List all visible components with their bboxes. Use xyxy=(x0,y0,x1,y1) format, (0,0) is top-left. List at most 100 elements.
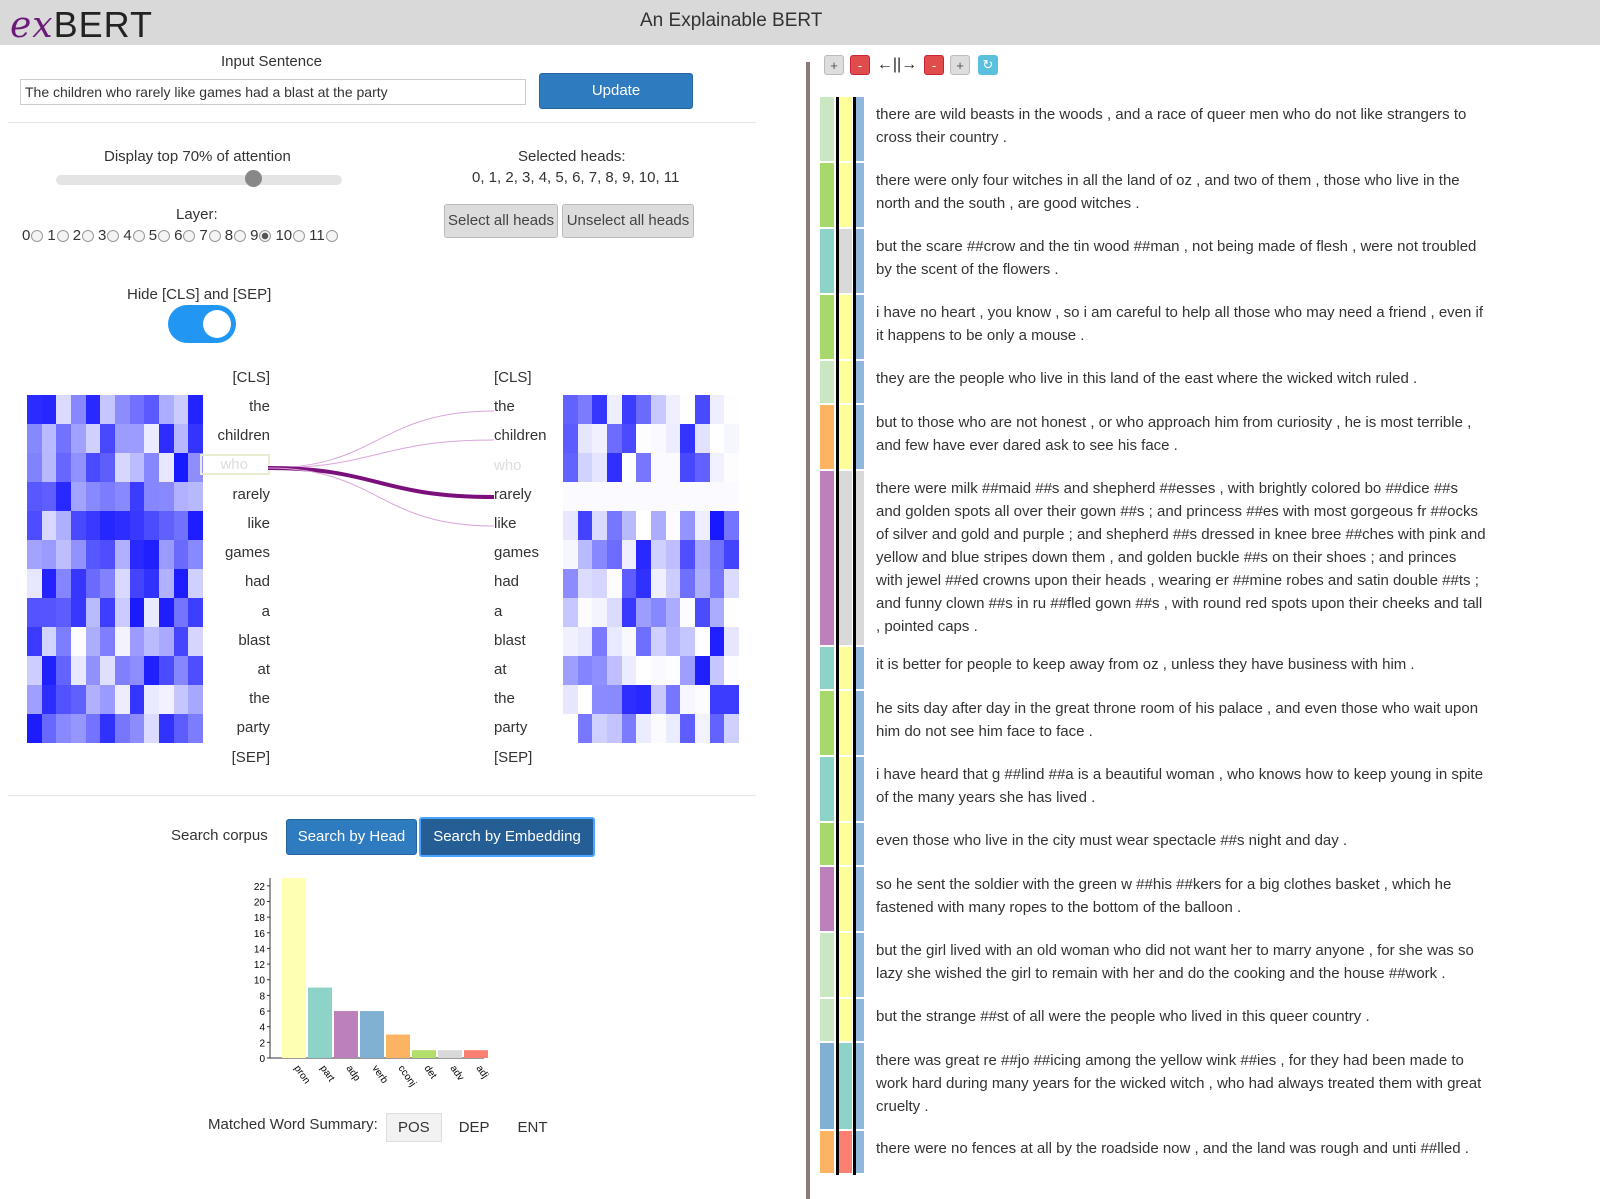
layer-option[interactable]: 9 xyxy=(250,227,272,244)
remove-right-button[interactable]: - xyxy=(924,55,944,75)
search-result[interactable]: so he sent the soldier with the green w … xyxy=(820,867,1600,933)
attention-slider-track[interactable] xyxy=(56,175,342,185)
search-result[interactable]: there are wild beasts in the woods , and… xyxy=(820,97,1600,163)
layer-radio[interactable] xyxy=(31,230,44,242)
search-result[interactable]: but the scare ##crow and the tin wood ##… xyxy=(820,229,1600,295)
token[interactable]: like xyxy=(494,515,517,532)
select-all-heads-button[interactable]: Select all heads xyxy=(444,204,558,238)
bar-adv[interactable] xyxy=(438,1050,462,1058)
bar-part[interactable] xyxy=(308,987,332,1058)
heatmap-cell xyxy=(563,627,578,656)
search-result[interactable]: but to those who are not honest , or who… xyxy=(820,405,1600,471)
layer-radio[interactable] xyxy=(132,230,145,242)
token[interactable]: blast xyxy=(238,631,270,649)
heatmap-cell xyxy=(651,395,666,424)
layer-option[interactable]: 0 xyxy=(22,227,44,244)
add-column-button[interactable]: + xyxy=(824,55,844,75)
search-result[interactable]: there was great re ##jo ##icing among th… xyxy=(820,1043,1600,1131)
bar-det[interactable] xyxy=(412,1050,436,1058)
token[interactable]: had xyxy=(244,573,270,591)
layer-radio[interactable] xyxy=(158,230,171,242)
token[interactable]: at xyxy=(494,661,507,678)
layer-radio[interactable] xyxy=(82,230,95,242)
search-by-head-button[interactable]: Search by Head xyxy=(286,819,417,855)
token[interactable]: who xyxy=(200,453,270,475)
token[interactable]: who xyxy=(494,456,522,474)
token[interactable]: children xyxy=(217,427,270,445)
summary-tab-ent[interactable]: ENT xyxy=(517,1119,548,1136)
layer-radio[interactable] xyxy=(56,230,69,242)
search-by-embedding-button[interactable]: Search by Embedding xyxy=(419,817,595,857)
panel-divider[interactable] xyxy=(806,62,810,1199)
token[interactable]: party xyxy=(494,719,528,737)
hide-cls-toggle[interactable] xyxy=(168,305,236,343)
update-button[interactable]: Update xyxy=(539,73,693,109)
layer-radio[interactable] xyxy=(259,230,272,242)
token[interactable]: had xyxy=(494,573,520,591)
token[interactable]: children xyxy=(494,427,547,445)
token[interactable]: the xyxy=(494,398,515,416)
token[interactable]: games xyxy=(494,544,540,562)
summary-tab-dep[interactable]: DEP xyxy=(458,1119,490,1136)
token[interactable]: party xyxy=(236,719,270,737)
token[interactable]: like xyxy=(247,515,270,532)
search-result[interactable]: it is better for people to keep away fro… xyxy=(820,647,1600,691)
layer-option[interactable]: 8 xyxy=(225,227,247,244)
token[interactable]: a xyxy=(494,602,503,620)
layer-option[interactable]: 11 xyxy=(309,227,338,244)
token[interactable]: a xyxy=(261,602,270,620)
layer-radio[interactable] xyxy=(293,230,306,242)
search-result[interactable]: i have no heart , you know , so i am car… xyxy=(820,295,1600,361)
token[interactable]: games xyxy=(224,544,270,562)
remove-column-button[interactable]: - xyxy=(850,55,870,75)
layer-radio[interactable] xyxy=(234,230,247,242)
search-result[interactable]: there were no fences at all by the roads… xyxy=(820,1131,1600,1175)
token[interactable]: blast xyxy=(494,631,526,649)
search-result[interactable]: there were only four witches in all the … xyxy=(820,163,1600,229)
layer-option[interactable]: 4 xyxy=(123,227,145,244)
token[interactable]: the xyxy=(249,690,270,708)
heatmap-cell xyxy=(724,627,739,656)
bar-verb[interactable] xyxy=(360,1011,384,1058)
token[interactable]: [SEP] xyxy=(231,748,270,766)
layer-option[interactable]: 3 xyxy=(98,227,120,244)
refresh-icon[interactable]: ↻ xyxy=(978,55,998,75)
sentence-input[interactable] xyxy=(20,79,526,105)
layer-option[interactable]: 10 xyxy=(275,227,306,244)
layer-option[interactable]: 1 xyxy=(47,227,69,244)
search-result[interactable]: there were milk ##maid ##s and shepherd … xyxy=(820,471,1600,647)
layer-option[interactable]: 2 xyxy=(73,227,95,244)
layer-option[interactable]: 6 xyxy=(174,227,196,244)
search-result[interactable]: they are the people who live in this lan… xyxy=(820,361,1600,405)
token[interactable]: [SEP] xyxy=(494,748,533,766)
heatmap-cell xyxy=(188,569,203,598)
token[interactable]: rarely xyxy=(494,485,532,503)
token[interactable]: rarely xyxy=(232,485,270,503)
attention-slider-knob[interactable] xyxy=(245,170,262,187)
unselect-all-heads-button[interactable]: Unselect all heads xyxy=(562,204,694,238)
bar-cconj[interactable] xyxy=(386,1034,410,1058)
search-result[interactable]: even those who live in the city must wea… xyxy=(820,823,1600,867)
layer-radio[interactable] xyxy=(208,230,221,242)
search-result[interactable]: i have heard that g ##lind ##a is a beau… xyxy=(820,757,1600,823)
layer-option[interactable]: 7 xyxy=(199,227,221,244)
heatmap-cell xyxy=(621,395,637,424)
token[interactable]: [CLS] xyxy=(232,369,270,386)
search-result[interactable]: but the girl lived with an old woman who… xyxy=(820,933,1600,999)
swap-arrows-icon[interactable]: ←||→ xyxy=(876,56,918,73)
token[interactable]: the xyxy=(494,690,515,708)
layer-radio[interactable] xyxy=(107,230,120,242)
bar-adj[interactable] xyxy=(464,1050,488,1058)
bar-pron[interactable] xyxy=(282,878,306,1058)
layer-radio[interactable] xyxy=(325,230,338,242)
summary-tab-pos[interactable]: POS xyxy=(386,1113,442,1142)
search-result[interactable]: but the strange ##st of all were the peo… xyxy=(820,999,1600,1043)
layer-option[interactable]: 5 xyxy=(149,227,171,244)
layer-radio[interactable] xyxy=(183,230,196,242)
search-result[interactable]: he sits day after day in the great thron… xyxy=(820,691,1600,757)
token[interactable]: the xyxy=(249,398,270,416)
add-right-button[interactable]: + xyxy=(950,55,970,75)
token[interactable]: [CLS] xyxy=(494,369,532,386)
bar-adp[interactable] xyxy=(334,1011,358,1058)
token[interactable]: at xyxy=(257,661,270,678)
